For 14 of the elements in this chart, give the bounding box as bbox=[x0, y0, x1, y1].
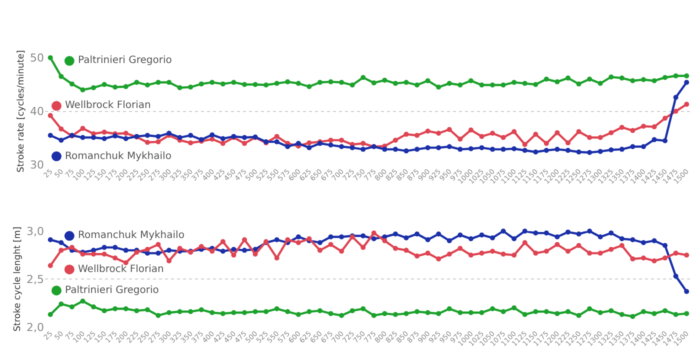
y-tick-label: 2,0 bbox=[26, 320, 44, 334]
y-tick-label: 30 bbox=[30, 158, 44, 172]
series-label: Paltrinieri Gregorio bbox=[65, 285, 159, 296]
y-tick-label: 3,0 bbox=[26, 224, 44, 238]
y-axis-title: Stroke cycle lenght [m] bbox=[12, 226, 23, 332]
legend-label: Wellbrock Florian bbox=[78, 264, 164, 275]
y-tick-label: 40 bbox=[30, 105, 44, 118]
y-axis-title: Stroke rate [cycles/minute] bbox=[16, 50, 26, 172]
legend-label: Paltrinieri Gregorio bbox=[78, 55, 172, 66]
legend-label: Romanchuk Mykhailo bbox=[78, 230, 184, 241]
legend-label: Wellbrock Florian bbox=[65, 100, 151, 111]
y-tick-label: 50 bbox=[30, 52, 44, 65]
y-tick-label: 2,5 bbox=[26, 272, 44, 286]
legend-label: Romanchuk Mykhailo bbox=[65, 151, 172, 162]
